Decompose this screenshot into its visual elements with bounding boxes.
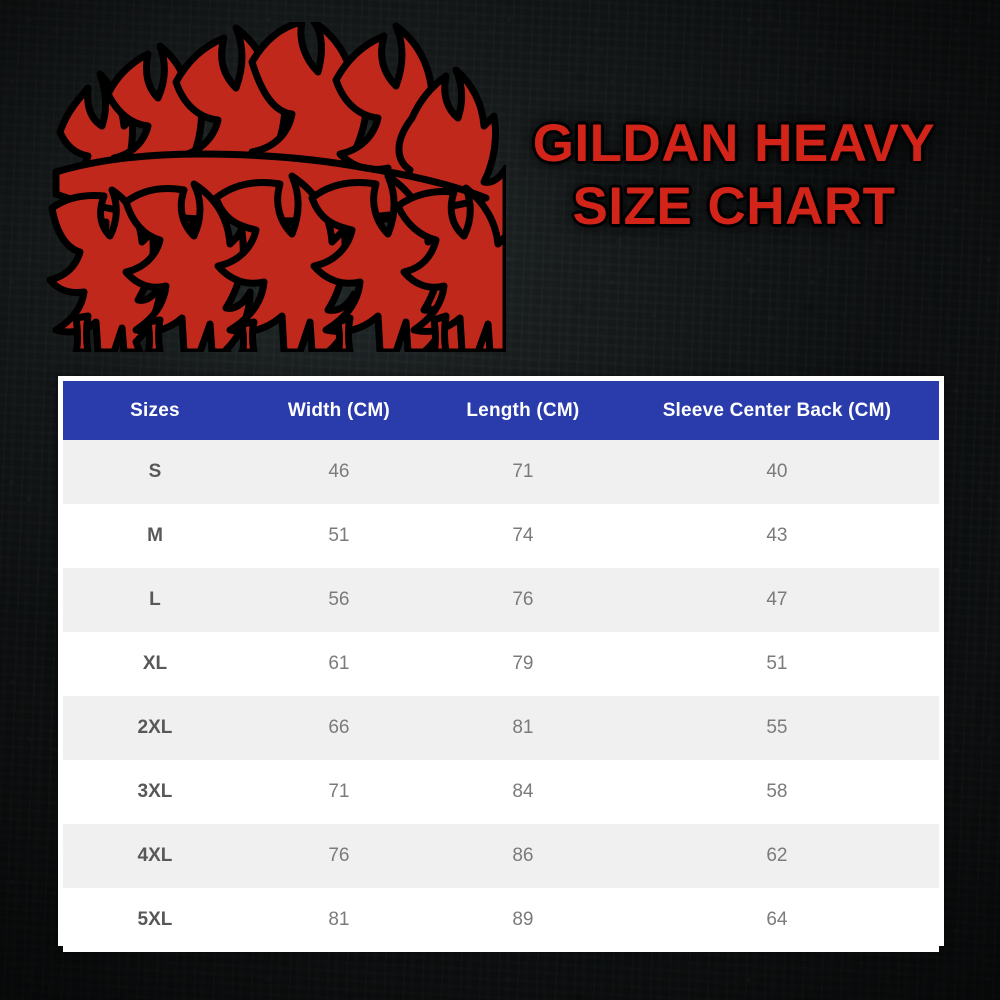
cell-length: 76 bbox=[430, 568, 615, 632]
cell-size: XL bbox=[63, 632, 247, 696]
cell-length: 81 bbox=[430, 696, 615, 760]
size-chart-table: Sizes Width (CM) Length (CM) Sleeve Cent… bbox=[63, 381, 939, 952]
cell-length: 71 bbox=[430, 440, 615, 504]
cell-width: 71 bbox=[246, 760, 431, 824]
page-title: GILDAN HEAVY SIZE CHART bbox=[500, 112, 968, 238]
size-chart-table-card: Sizes Width (CM) Length (CM) Sleeve Cent… bbox=[58, 376, 944, 952]
table-header-row: Sizes Width (CM) Length (CM) Sleeve Cent… bbox=[63, 381, 939, 440]
cell-length: 89 bbox=[430, 888, 615, 952]
cell-sleeve: 58 bbox=[614, 760, 939, 824]
title-line-1: GILDAN HEAVY bbox=[532, 114, 936, 173]
cell-size: 4XL bbox=[63, 824, 247, 888]
cell-width: 56 bbox=[246, 568, 431, 632]
cell-length: 74 bbox=[430, 504, 615, 568]
cell-size: L bbox=[63, 568, 247, 632]
table-row: 2XL 66 81 55 bbox=[63, 696, 939, 760]
cell-size: M bbox=[63, 504, 247, 568]
brand-logo bbox=[36, 22, 506, 352]
header-region: GILDAN HEAVY SIZE CHART bbox=[0, 0, 1000, 372]
cell-size: 2XL bbox=[63, 696, 247, 760]
cell-width: 81 bbox=[246, 888, 431, 952]
cell-size: 3XL bbox=[63, 760, 247, 824]
cell-width: 46 bbox=[246, 440, 431, 504]
column-header-width: Width (CM) bbox=[246, 381, 431, 440]
table-row: 4XL 76 86 62 bbox=[63, 824, 939, 888]
table-row: XL 61 79 51 bbox=[63, 632, 939, 696]
table-row: M 51 74 43 bbox=[63, 504, 939, 568]
unusual-horror-logo-icon bbox=[46, 22, 506, 352]
cell-sleeve: 47 bbox=[614, 568, 939, 632]
column-header-length: Length (CM) bbox=[430, 381, 615, 440]
cell-sleeve: 62 bbox=[614, 824, 939, 888]
cell-width: 66 bbox=[246, 696, 431, 760]
cell-size: S bbox=[63, 440, 247, 504]
table-row: S 46 71 40 bbox=[63, 440, 939, 504]
cell-width: 61 bbox=[246, 632, 431, 696]
table-row: 5XL 81 89 64 bbox=[63, 888, 939, 952]
cell-sleeve: 55 bbox=[614, 696, 939, 760]
title-line-2: SIZE CHART bbox=[572, 177, 896, 236]
table-body: S 46 71 40 M 51 74 43 L 56 76 47 bbox=[63, 440, 939, 952]
cell-length: 86 bbox=[430, 824, 615, 888]
cell-sleeve: 43 bbox=[614, 504, 939, 568]
cell-length: 79 bbox=[430, 632, 615, 696]
cell-sleeve: 40 bbox=[614, 440, 939, 504]
column-header-sizes: Sizes bbox=[63, 381, 247, 440]
cell-length: 84 bbox=[430, 760, 615, 824]
column-header-sleeve: Sleeve Center Back (CM) bbox=[614, 381, 939, 440]
cell-sleeve: 64 bbox=[614, 888, 939, 952]
table-header: Sizes Width (CM) Length (CM) Sleeve Cent… bbox=[63, 381, 939, 440]
table-row: 3XL 71 84 58 bbox=[63, 760, 939, 824]
table-row: L 56 76 47 bbox=[63, 568, 939, 632]
cell-width: 76 bbox=[246, 824, 431, 888]
cell-size: 5XL bbox=[63, 888, 247, 952]
cell-width: 51 bbox=[246, 504, 431, 568]
cell-sleeve: 51 bbox=[614, 632, 939, 696]
